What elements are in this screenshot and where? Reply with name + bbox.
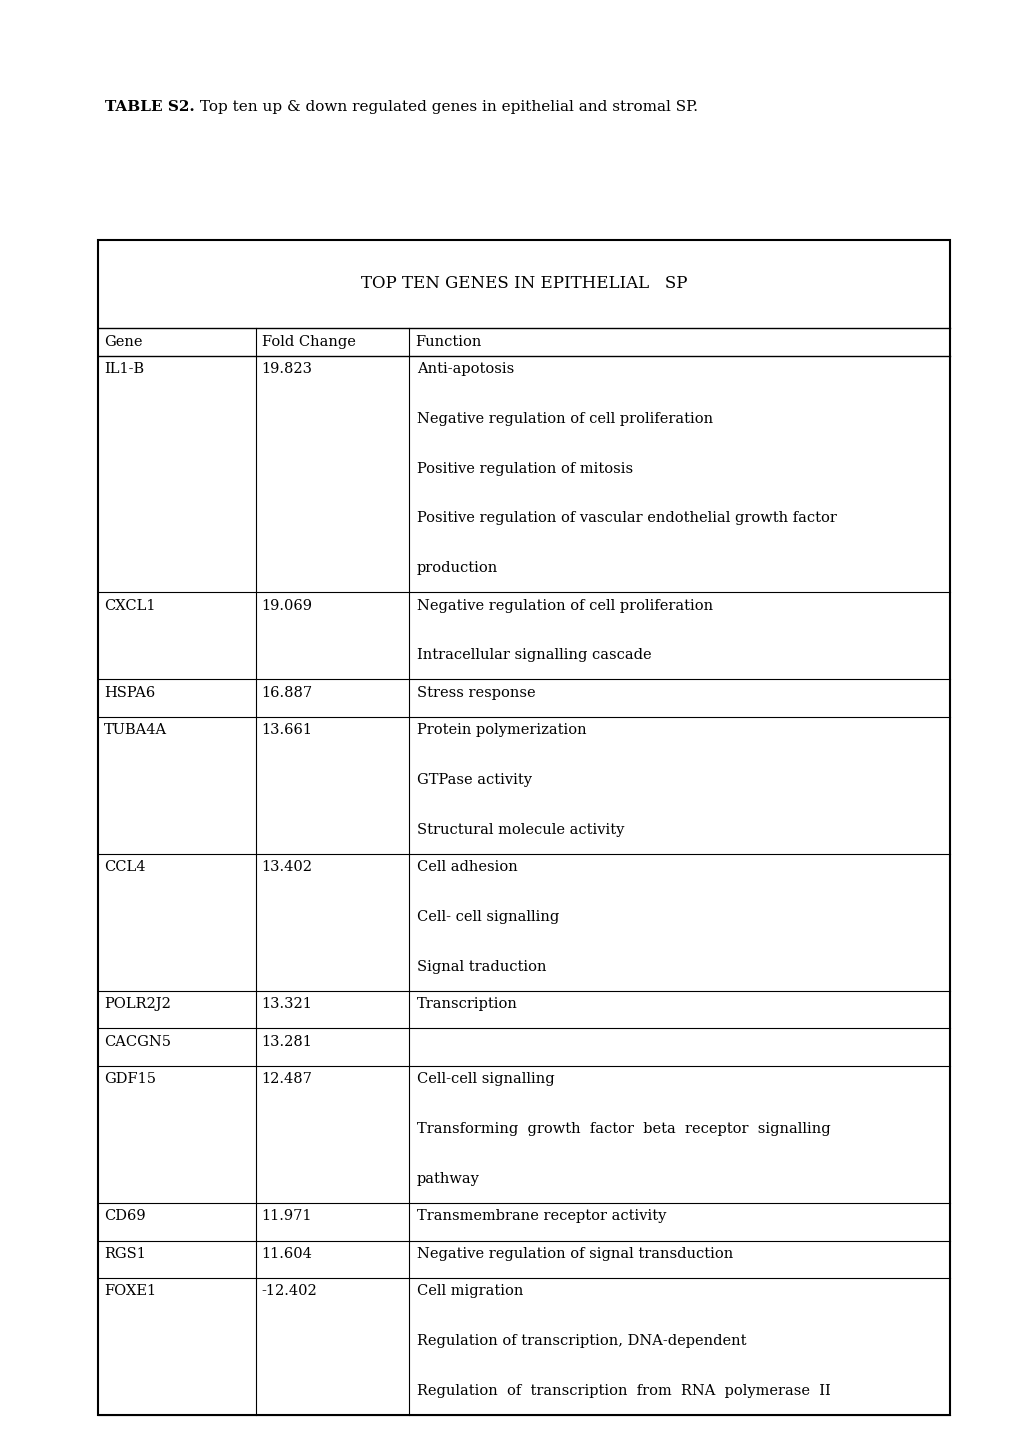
Text: Signal traduction: Signal traduction [417, 960, 546, 974]
Text: TABLE S2.: TABLE S2. [105, 100, 195, 114]
Text: Function: Function [415, 335, 481, 349]
Text: Cell- cell signalling: Cell- cell signalling [417, 911, 558, 924]
Text: Positive regulation of vascular endothelial growth factor: Positive regulation of vascular endothel… [417, 511, 836, 525]
Text: IL1-B: IL1-B [104, 362, 144, 377]
Text: Stress response: Stress response [417, 685, 535, 700]
Text: Transcription: Transcription [417, 997, 518, 1012]
Bar [98, 240, 949, 1416]
Text: Regulation of transcription, DNA-dependent: Regulation of transcription, DNA-depende… [417, 1335, 746, 1348]
Text: 12.487: 12.487 [261, 1072, 312, 1087]
Text: Positive regulation of mitosis: Positive regulation of mitosis [417, 462, 633, 476]
Text: 11.604: 11.604 [261, 1247, 312, 1261]
Text: -12.402: -12.402 [261, 1284, 317, 1299]
Text: 13.281: 13.281 [261, 1035, 312, 1049]
Text: Protein polymerization: Protein polymerization [417, 723, 586, 737]
Text: Top ten up & down regulated genes in epithelial and stromal SP.: Top ten up & down regulated genes in epi… [195, 100, 697, 114]
Text: 16.887: 16.887 [261, 685, 313, 700]
Text: Cell migration: Cell migration [417, 1284, 523, 1299]
Text: 19.069: 19.069 [261, 599, 312, 613]
Text: FOXE1: FOXE1 [104, 1284, 156, 1299]
Text: Transmembrane receptor activity: Transmembrane receptor activity [417, 1209, 665, 1224]
Text: Gene: Gene [104, 335, 143, 349]
Text: GDF15: GDF15 [104, 1072, 156, 1087]
Text: Anti-apotosis: Anti-apotosis [417, 362, 514, 377]
Text: RGS1: RGS1 [104, 1247, 146, 1261]
Text: Cell adhesion: Cell adhesion [417, 860, 518, 874]
Text: TUBA4A: TUBA4A [104, 723, 167, 737]
Text: 13.661: 13.661 [261, 723, 312, 737]
Text: Cell-cell signalling: Cell-cell signalling [417, 1072, 554, 1087]
Text: 13.321: 13.321 [261, 997, 312, 1012]
Text: CACGN5: CACGN5 [104, 1035, 171, 1049]
Text: Negative regulation of cell proliferation: Negative regulation of cell proliferatio… [417, 413, 712, 426]
Text: production: production [417, 561, 497, 576]
Text: 11.971: 11.971 [261, 1209, 312, 1224]
Text: POLR2J2: POLR2J2 [104, 997, 171, 1012]
Text: CXCL1: CXCL1 [104, 599, 155, 613]
Text: Negative regulation of signal transduction: Negative regulation of signal transducti… [417, 1247, 733, 1261]
Text: CCL4: CCL4 [104, 860, 146, 874]
Text: Structural molecule activity: Structural molecule activity [417, 823, 624, 837]
Text: GTPase activity: GTPase activity [417, 773, 532, 786]
Text: Fold Change: Fold Change [261, 335, 356, 349]
Text: HSPA6: HSPA6 [104, 685, 155, 700]
Text: 19.823: 19.823 [261, 362, 312, 377]
Text: Intracellular signalling cascade: Intracellular signalling cascade [417, 648, 651, 662]
Text: TOP TEN GENES IN EPITHELIAL   SP: TOP TEN GENES IN EPITHELIAL SP [361, 276, 687, 293]
Text: Transforming  growth  factor  beta  receptor  signalling: Transforming growth factor beta receptor… [417, 1123, 829, 1136]
Text: pathway: pathway [417, 1172, 479, 1186]
Text: Negative regulation of cell proliferation: Negative regulation of cell proliferatio… [417, 599, 712, 613]
Text: Regulation  of  transcription  from  RNA  polymerase  II: Regulation of transcription from RNA pol… [417, 1384, 829, 1398]
Text: CD69: CD69 [104, 1209, 146, 1224]
Text: 13.402: 13.402 [261, 860, 312, 874]
